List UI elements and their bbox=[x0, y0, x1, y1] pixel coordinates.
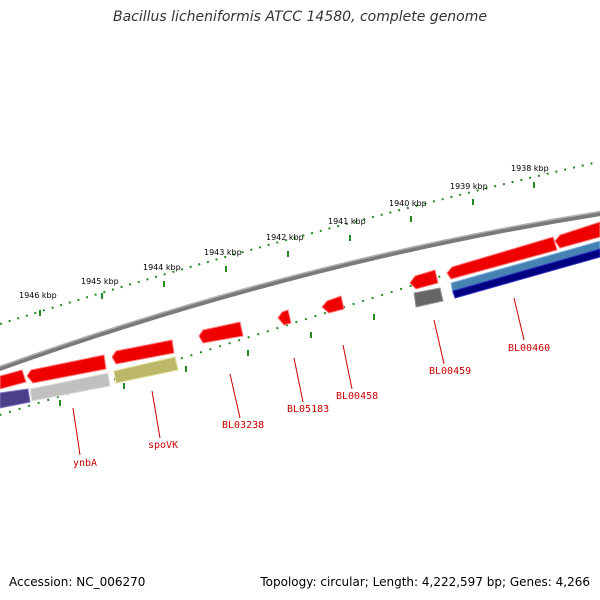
gene-labels: ynbA spoVK BL03238 BL05183 BL00458 BL004… bbox=[73, 343, 550, 469]
gene-arrow[interactable] bbox=[409, 269, 439, 290]
leader-line bbox=[229, 373, 241, 419]
gene-arrow[interactable] bbox=[321, 295, 345, 314]
scale-label: 1945 kbp bbox=[81, 277, 119, 286]
scale-label: 1946 kbp bbox=[19, 291, 57, 300]
gene-label-BL00460[interactable]: BL00460 bbox=[508, 343, 550, 354]
gene-label-BL00458[interactable]: BL00458 bbox=[336, 391, 378, 402]
scale-label: 1938 kbp bbox=[511, 164, 549, 173]
gene-label-BL03238[interactable]: BL03238 bbox=[222, 420, 264, 431]
leader-lines bbox=[72, 297, 525, 456]
scale-label: 1943 kbp bbox=[204, 248, 242, 257]
upper-scale: 1946 kbp 1945 kbp 1944 kbp 1943 kbp 1942… bbox=[0, 161, 599, 325]
gene-arrow[interactable] bbox=[446, 236, 558, 280]
leader-line bbox=[151, 390, 161, 439]
feature-block[interactable] bbox=[452, 248, 600, 299]
gene-arrow[interactable] bbox=[111, 339, 175, 365]
feature-block[interactable] bbox=[413, 287, 444, 308]
leader-line bbox=[72, 407, 81, 456]
genome-summary-text: Topology: circular; Length: 4,222,597 bp… bbox=[260, 575, 590, 589]
scale-label: 1944 kbp bbox=[143, 263, 181, 272]
scale-label: 1939 kbp bbox=[450, 182, 488, 191]
gene-arrow[interactable] bbox=[26, 354, 107, 384]
accession-text: Accession: NC_006270 bbox=[9, 575, 146, 589]
leader-line bbox=[342, 344, 353, 390]
scale-label: 1942 kbp bbox=[266, 233, 304, 242]
gene-label-BL00459[interactable]: BL00459 bbox=[429, 366, 471, 377]
gene-arrow[interactable] bbox=[554, 221, 600, 249]
gene-arrow[interactable] bbox=[0, 369, 27, 390]
gene-track-forward bbox=[0, 221, 600, 390]
gene-label-spoVK[interactable]: spoVK bbox=[148, 440, 178, 451]
genome-title: Bacillus licheniformis ATCC 14580, compl… bbox=[113, 9, 487, 25]
gene-label-ynbA[interactable]: ynbA bbox=[73, 458, 97, 469]
backbone-highlight bbox=[0, 210, 600, 368]
gene-arrow[interactable] bbox=[198, 321, 244, 344]
upper-scale-dots bbox=[0, 161, 599, 325]
leader-line bbox=[433, 319, 445, 365]
gene-arrow[interactable] bbox=[277, 309, 292, 326]
feature-block[interactable] bbox=[113, 356, 179, 384]
feature-block[interactable] bbox=[29, 372, 111, 402]
leader-line bbox=[513, 297, 525, 341]
gene-track-reverse bbox=[0, 240, 600, 409]
backbone-arc bbox=[0, 211, 600, 372]
scale-label: 1940 kbp bbox=[389, 199, 427, 208]
feature-block[interactable] bbox=[0, 388, 31, 409]
gene-label-BL05183[interactable]: BL05183 bbox=[287, 404, 329, 415]
leader-line bbox=[293, 357, 304, 403]
scale-label: 1941 kbp bbox=[328, 217, 366, 226]
